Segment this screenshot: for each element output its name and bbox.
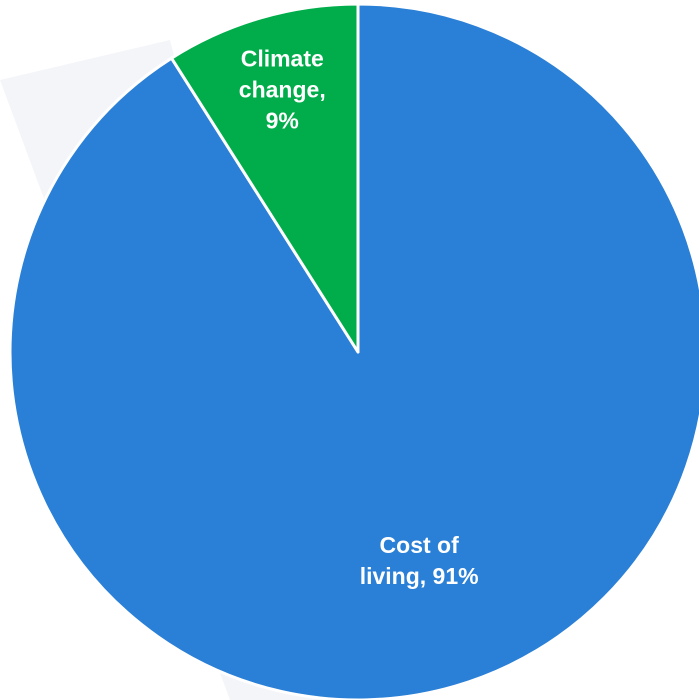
slice-label-line: Climate <box>241 45 324 71</box>
pie-slice-climate-change <box>170 2 360 354</box>
slice-label-line: living, 91% <box>360 563 479 589</box>
slices-layer <box>8 2 699 700</box>
slice-label-line: 9% <box>266 107 299 133</box>
pie-slice-cost-of-living <box>8 2 699 700</box>
slice-label-line: change, <box>239 76 326 102</box>
slice-label-climate-change: Climate change, 9% <box>239 45 326 133</box>
labels-layer: Cost of living, 91% Climate change, 9% <box>239 45 479 589</box>
slice-label-cost-of-living: Cost of living, 91% <box>360 532 479 589</box>
slice-label-line: Cost of <box>380 532 460 558</box>
